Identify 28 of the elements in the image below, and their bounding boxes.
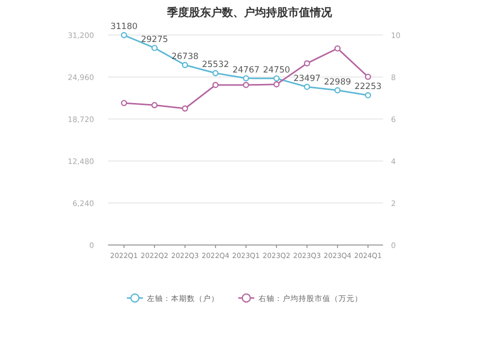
point [242,75,250,82]
point [304,60,310,66]
point [212,82,219,88]
data-label: 23497 [293,74,321,84]
point [334,87,341,94]
point [304,84,310,90]
chart-title: 季度股东户数、户均持股市值情况 [166,6,333,19]
data-label: 24767 [232,65,260,76]
point [364,74,372,80]
data-label: 22253 [354,82,382,92]
data-label: 31180 [110,22,138,32]
point [334,45,341,52]
point [182,62,188,68]
data-label: 22989 [324,77,352,88]
point [120,32,128,38]
point [151,102,158,108]
data-label: 25532 [202,60,230,70]
point [182,105,188,112]
point [151,44,158,52]
point [212,70,219,76]
point [120,100,128,106]
point [273,75,280,82]
point [242,82,250,88]
data-label: 24750 [262,65,290,76]
data-label: 29275 [140,34,168,45]
data-label: 26738 [171,52,199,62]
point [273,81,280,88]
point [364,92,372,98]
